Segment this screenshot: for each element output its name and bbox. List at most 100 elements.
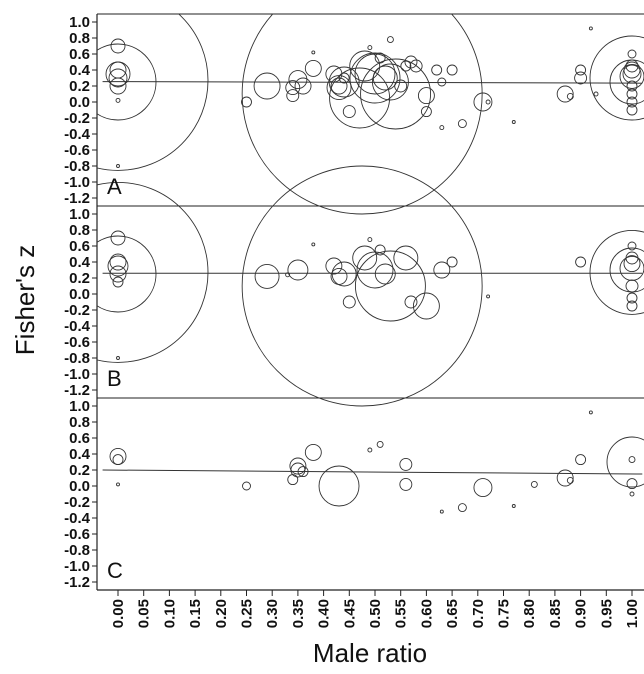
bubble-point [625, 279, 639, 293]
bubble-point [417, 87, 435, 105]
bubble-point [325, 257, 343, 275]
y-tick-label: 0.0 [69, 286, 90, 303]
bubble-point [511, 504, 516, 508]
bubble-point [629, 491, 635, 497]
bubble-point [593, 91, 599, 97]
y-tick-label: -0.2 [64, 110, 90, 127]
bubble-point [619, 63, 644, 89]
x-tick-label: 0.60 [418, 599, 435, 628]
y-tick-label: -0.8 [64, 542, 90, 559]
bubble-point [588, 410, 593, 415]
bubble-point [253, 72, 281, 100]
bubble-point [354, 250, 426, 322]
bubble-point [288, 70, 308, 90]
bubble-point [386, 36, 394, 44]
bubble-point [311, 242, 316, 247]
y-tick-label: -1.2 [64, 190, 90, 207]
bubble-point [349, 52, 401, 104]
bubble-point [606, 436, 644, 488]
x-tick-label: 0.55 [393, 599, 410, 628]
y-tick-label: 0.4 [69, 254, 91, 271]
bubble-point [97, 235, 157, 313]
y-tick-label: -1.2 [64, 574, 90, 591]
x-tick-label: 0.35 [290, 599, 307, 628]
y-tick-label: -1.0 [64, 366, 90, 383]
y-tick-label: -0.2 [64, 302, 90, 319]
bubble-point [109, 253, 127, 271]
y-tick-label: 0.6 [69, 46, 90, 63]
panel-label: C [107, 558, 123, 583]
bubble-point [97, 14, 209, 171]
y-tick-label: 0.2 [69, 78, 90, 95]
bubble-point [626, 478, 638, 490]
bubble-point [511, 120, 516, 124]
y-tick-label: -0.6 [64, 334, 90, 351]
bubble-point [304, 443, 322, 461]
y-tick-label: 0.0 [69, 478, 90, 495]
panel-B [97, 165, 644, 407]
bubble-point [367, 45, 373, 51]
bubble-point [318, 465, 360, 507]
x-tick-label: 0.90 [573, 599, 590, 628]
bubble-point [338, 72, 350, 84]
bubble-point [241, 96, 252, 108]
y-tick-label: -0.4 [64, 318, 91, 335]
bubble-point [431, 64, 443, 76]
y-tick-label: 0.2 [69, 270, 90, 287]
bubble-point [575, 454, 587, 466]
bubble-point [107, 255, 129, 277]
panels [97, 14, 644, 514]
y-tick-label: 0.6 [69, 238, 90, 255]
x-tick-label: 0.75 [496, 599, 513, 628]
bubble-point [371, 63, 409, 101]
bubble-point [110, 38, 126, 54]
axes [92, 13, 644, 596]
y-tick-label: -0.6 [64, 142, 90, 159]
bubble-point [409, 59, 423, 73]
bubble-point [439, 125, 445, 131]
bubble-point [473, 478, 493, 498]
bubble-point [588, 26, 593, 31]
bubble-point [109, 77, 127, 95]
bubble-point [112, 454, 124, 466]
bubble-point [589, 229, 644, 315]
y-tick-label: -0.2 [64, 494, 90, 511]
bubble-point [457, 503, 467, 513]
y-tick-label: -0.4 [64, 126, 91, 143]
bubble-point [242, 481, 251, 491]
bubble-point [556, 85, 574, 103]
panel-label: B [107, 366, 122, 391]
x-axis-title: Male ratio [313, 638, 427, 668]
bubble-point [287, 474, 299, 486]
y-tick-label: -0.8 [64, 350, 90, 367]
x-tick-label: 0.05 [136, 599, 153, 628]
bubble-point [109, 447, 127, 465]
x-tick-label: 0.40 [316, 599, 333, 628]
bubble-point [626, 292, 638, 304]
trend-line [102, 469, 643, 475]
bubble-point [109, 265, 127, 283]
bubble-point [626, 104, 638, 116]
bubble-point [354, 53, 396, 95]
y-tick-label: 1.0 [69, 14, 90, 31]
bubble-point [446, 256, 458, 268]
y-tick-label: 0.8 [69, 414, 90, 431]
panel-A [97, 14, 644, 215]
panel-label: A [107, 174, 122, 199]
bubble-point [97, 181, 209, 363]
bubble-point [241, 165, 483, 407]
bubble-point [116, 356, 120, 360]
bubble-point [619, 255, 644, 281]
bubble-point [394, 79, 408, 93]
y-tick-label: 0.4 [69, 446, 91, 463]
bubble-point [446, 64, 458, 76]
bubble-point [290, 462, 306, 478]
y-tick-label: -0.4 [64, 510, 91, 527]
bubble-point [331, 261, 357, 287]
bubble-point [400, 60, 412, 72]
bubble-point [412, 292, 440, 320]
bubble-point [374, 263, 396, 285]
bubble-point [404, 295, 418, 309]
bubble-point [566, 476, 574, 484]
